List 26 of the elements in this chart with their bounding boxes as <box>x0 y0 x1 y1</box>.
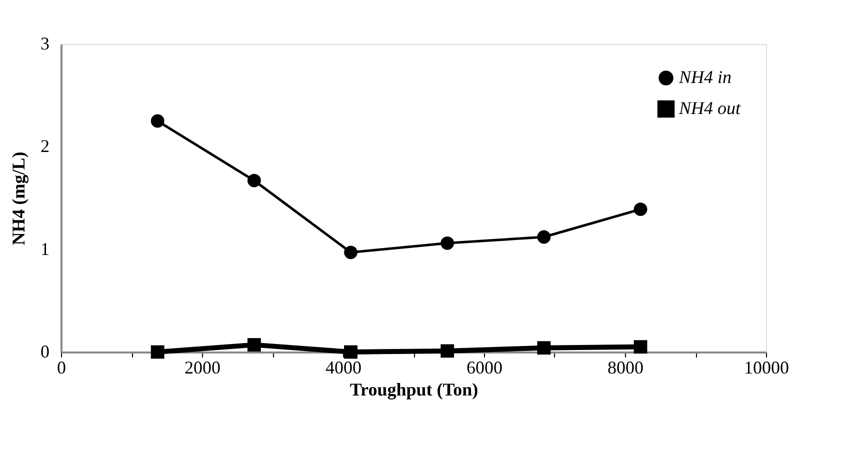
point <box>344 345 358 359</box>
x-tick-label: 0 <box>57 358 66 378</box>
legend-label: NH4 out <box>678 98 742 118</box>
point <box>150 345 164 359</box>
x-tick-label: 8000 <box>608 358 644 378</box>
point <box>150 114 164 128</box>
point <box>247 338 261 352</box>
point <box>247 174 261 188</box>
y-axis-title: NH4 (mg/L) <box>8 152 28 246</box>
x-tick-label: 6000 <box>466 358 502 378</box>
x-tick-label: 10000 <box>744 358 789 378</box>
x-axis-title: Troughput (Ton) <box>350 380 478 400</box>
point <box>537 230 551 244</box>
x-tick-label: 2000 <box>184 358 220 378</box>
point <box>537 341 551 355</box>
y-tick-label: 0 <box>40 342 50 362</box>
y-tick-label: 3 <box>40 34 50 54</box>
legend-label: NH4 in <box>678 67 732 87</box>
point <box>440 344 454 358</box>
point <box>634 340 648 354</box>
y-tick-label: 2 <box>40 136 50 156</box>
point <box>344 246 358 260</box>
point <box>634 202 648 216</box>
x-tick-label: 4000 <box>326 358 362 378</box>
point <box>440 236 454 250</box>
y-tick-label: 1 <box>40 238 50 259</box>
